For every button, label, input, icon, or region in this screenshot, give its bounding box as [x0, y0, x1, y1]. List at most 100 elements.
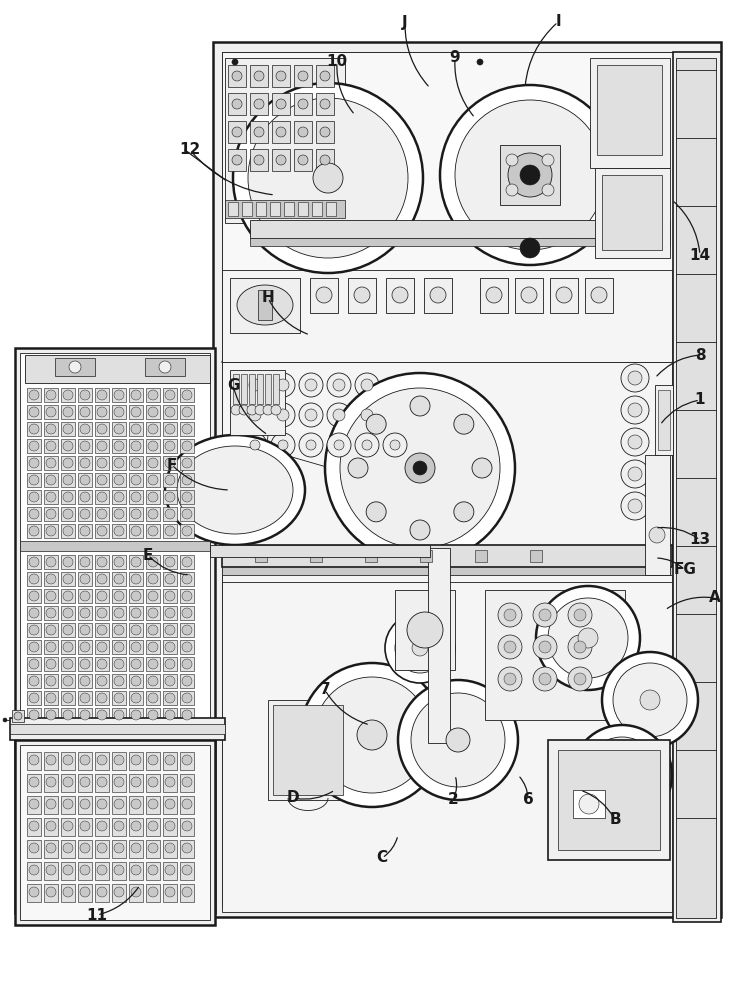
Circle shape: [486, 287, 502, 303]
Bar: [257, 374, 263, 404]
Bar: [250, 238, 670, 246]
Circle shape: [361, 409, 373, 421]
Bar: [573, 790, 605, 818]
Circle shape: [628, 371, 642, 385]
Bar: [95, 862, 109, 880]
Bar: [676, 58, 716, 918]
Bar: [294, 65, 312, 87]
Circle shape: [165, 710, 175, 720]
Circle shape: [114, 777, 124, 787]
Circle shape: [533, 635, 557, 659]
Bar: [163, 524, 177, 538]
Circle shape: [29, 608, 39, 618]
Circle shape: [334, 440, 344, 450]
Circle shape: [63, 509, 73, 519]
Bar: [163, 840, 177, 858]
Circle shape: [97, 676, 107, 686]
Circle shape: [46, 843, 56, 853]
Circle shape: [63, 492, 73, 502]
Bar: [129, 405, 143, 419]
Bar: [129, 691, 143, 705]
Bar: [163, 572, 177, 586]
Circle shape: [165, 777, 175, 787]
Bar: [180, 589, 194, 603]
Bar: [163, 555, 177, 569]
Bar: [61, 691, 75, 705]
Bar: [129, 555, 143, 569]
Bar: [673, 52, 721, 922]
Circle shape: [314, 677, 430, 793]
Bar: [95, 623, 109, 637]
Circle shape: [46, 821, 56, 831]
Text: 13: 13: [690, 532, 711, 548]
Bar: [250, 65, 268, 87]
Bar: [250, 220, 670, 238]
Circle shape: [348, 458, 368, 478]
Circle shape: [148, 526, 158, 536]
Circle shape: [232, 99, 242, 109]
Circle shape: [97, 390, 107, 400]
Circle shape: [29, 821, 39, 831]
Circle shape: [165, 642, 175, 652]
Bar: [645, 455, 670, 575]
Circle shape: [29, 887, 39, 897]
Circle shape: [97, 843, 107, 853]
Circle shape: [276, 71, 286, 81]
Circle shape: [366, 414, 386, 434]
Circle shape: [29, 777, 39, 787]
Bar: [273, 374, 279, 404]
Circle shape: [231, 405, 241, 415]
Circle shape: [148, 642, 158, 652]
Circle shape: [182, 574, 192, 584]
Circle shape: [46, 441, 56, 451]
Circle shape: [182, 659, 192, 669]
Circle shape: [327, 373, 351, 397]
Text: H: H: [262, 290, 275, 306]
Circle shape: [97, 407, 107, 417]
Circle shape: [498, 603, 522, 627]
Circle shape: [148, 799, 158, 809]
Circle shape: [182, 458, 192, 468]
Bar: [95, 674, 109, 688]
Circle shape: [305, 409, 317, 421]
Circle shape: [233, 83, 423, 273]
Bar: [95, 691, 109, 705]
Bar: [316, 121, 334, 143]
Bar: [129, 572, 143, 586]
Bar: [163, 796, 177, 814]
Circle shape: [239, 405, 249, 415]
Circle shape: [114, 509, 124, 519]
Bar: [27, 818, 41, 836]
Bar: [515, 278, 543, 313]
Circle shape: [14, 712, 22, 720]
Circle shape: [649, 527, 665, 543]
Circle shape: [114, 424, 124, 434]
Bar: [485, 590, 625, 720]
Bar: [44, 691, 58, 705]
Bar: [61, 572, 75, 586]
Circle shape: [410, 396, 430, 416]
Bar: [27, 774, 41, 792]
Bar: [129, 422, 143, 436]
Bar: [15, 740, 215, 925]
Bar: [180, 439, 194, 453]
Circle shape: [305, 379, 317, 391]
Circle shape: [298, 99, 308, 109]
Circle shape: [148, 777, 158, 787]
Bar: [27, 752, 41, 770]
Bar: [78, 674, 92, 688]
Bar: [112, 752, 126, 770]
Circle shape: [131, 509, 141, 519]
Circle shape: [46, 492, 56, 502]
Circle shape: [80, 676, 90, 686]
Bar: [163, 623, 177, 637]
Bar: [112, 388, 126, 402]
Text: 10: 10: [327, 54, 347, 70]
Bar: [163, 456, 177, 470]
Bar: [146, 752, 160, 770]
Circle shape: [263, 405, 273, 415]
Bar: [222, 52, 712, 907]
Bar: [146, 640, 160, 654]
Circle shape: [114, 574, 124, 584]
Bar: [129, 657, 143, 671]
